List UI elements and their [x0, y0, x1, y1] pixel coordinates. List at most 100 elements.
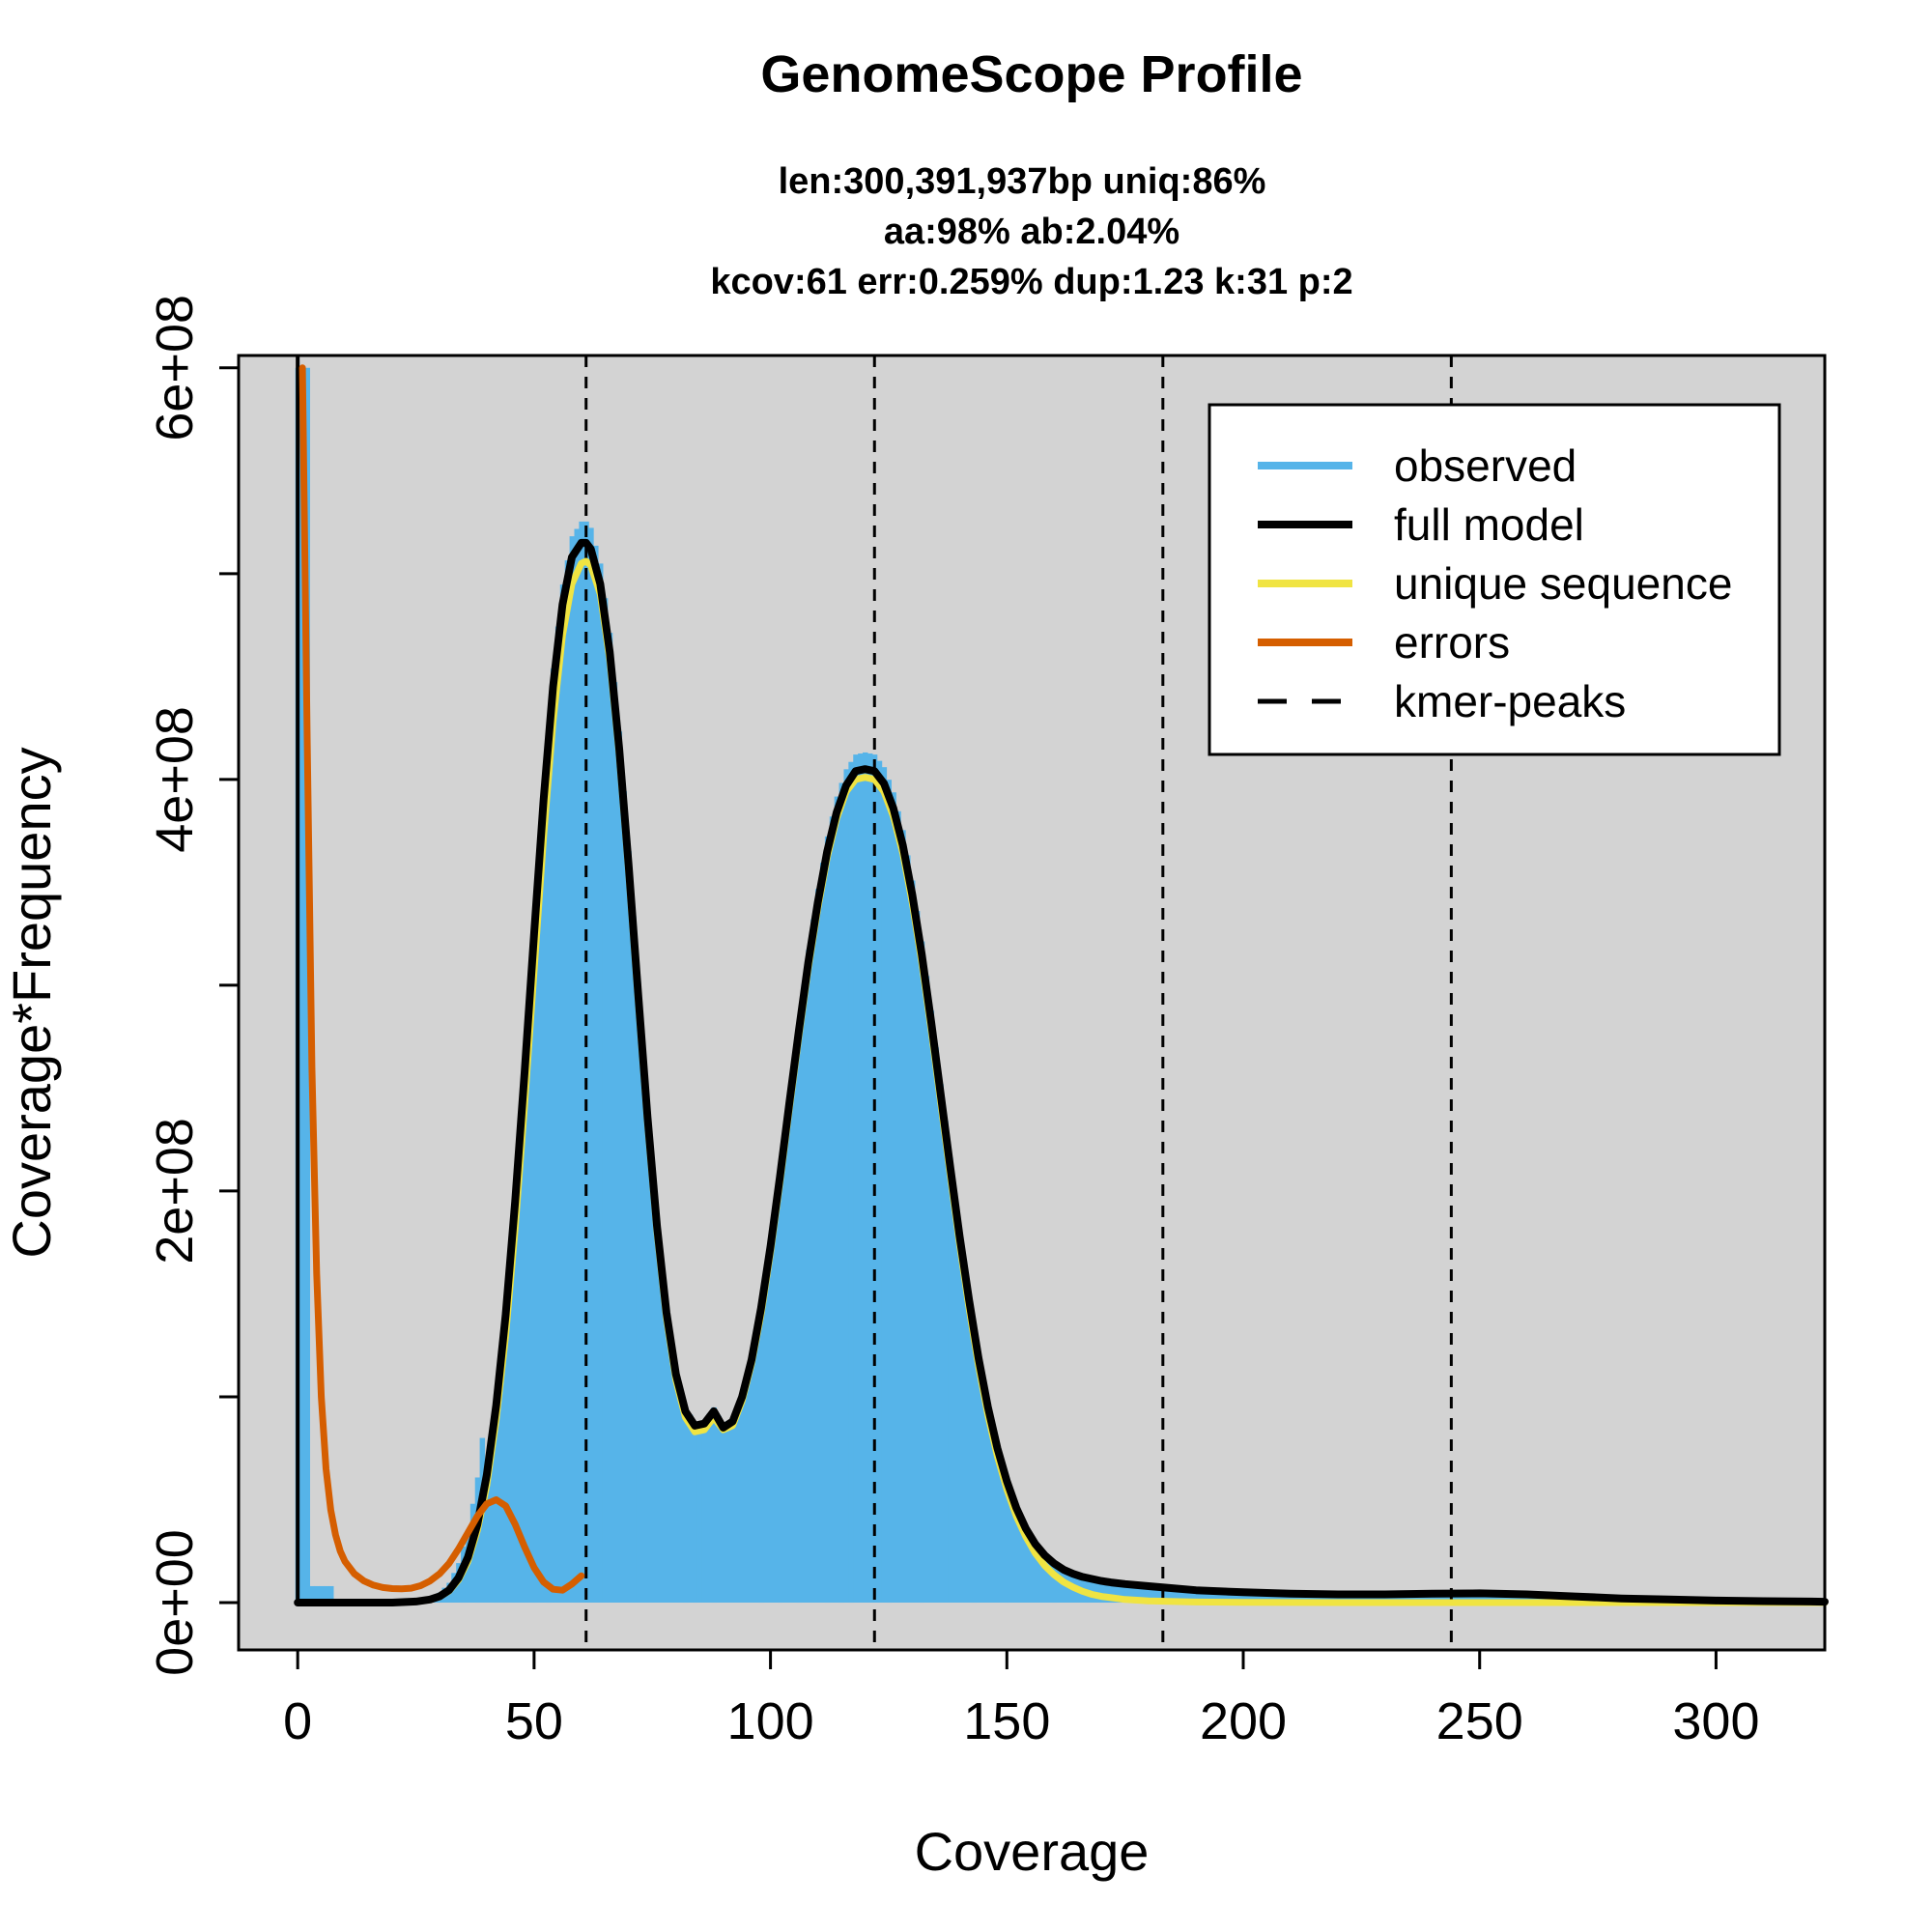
- observed-bar: [1524, 1594, 1530, 1603]
- observed-bar: [971, 1323, 978, 1604]
- observed-bar: [1406, 1593, 1412, 1603]
- observed-bar: [923, 976, 930, 1603]
- observed-bar: [1358, 1594, 1365, 1603]
- observed-bar: [1217, 1591, 1223, 1603]
- observed-bar: [319, 1585, 325, 1603]
- y-tick-label: 6e+08: [146, 295, 204, 441]
- observed-bar: [701, 1419, 708, 1603]
- observed-bar: [895, 810, 901, 1603]
- chart-title: GenomeScope Profile: [760, 45, 1302, 103]
- observed-bar: [1529, 1594, 1535, 1603]
- legend-label: kmer-peaks: [1394, 676, 1626, 726]
- observed-bar: [489, 1436, 495, 1603]
- observed-bar: [503, 1308, 509, 1604]
- observed-bar: [607, 633, 613, 1603]
- observed-bar: [1023, 1526, 1029, 1603]
- observed-bar: [1013, 1506, 1020, 1603]
- observed-bar: [1108, 1581, 1115, 1604]
- observed-bar: [1392, 1594, 1398, 1603]
- observed-bar: [1340, 1594, 1346, 1603]
- observed-bar: [914, 911, 921, 1603]
- observed-bar: [1472, 1593, 1478, 1603]
- observed-bar: [848, 761, 854, 1604]
- observed-bar: [838, 782, 845, 1604]
- observed-bar: [1401, 1594, 1407, 1603]
- observed-bar: [554, 626, 561, 1603]
- observed-bar: [1293, 1593, 1298, 1603]
- observed-bar: [1505, 1593, 1512, 1604]
- observed-bar: [1477, 1593, 1483, 1603]
- observed-bar: [725, 1421, 731, 1603]
- observed-bar: [1268, 1593, 1275, 1603]
- observed-bar: [933, 1047, 939, 1603]
- observed-bar: [1283, 1593, 1290, 1604]
- observed-bar: [1240, 1592, 1247, 1603]
- observed-bar: [819, 863, 826, 1603]
- observed-bar: [943, 1121, 949, 1603]
- observed-bar: [876, 760, 883, 1603]
- observed-bar: [985, 1403, 991, 1603]
- legend-label: observed: [1394, 440, 1577, 491]
- observed-bar: [636, 980, 641, 1603]
- observed-bar: [1430, 1593, 1435, 1603]
- observed-bar: [1094, 1579, 1100, 1603]
- observed-bar: [1350, 1594, 1355, 1603]
- observed-bar: [683, 1406, 689, 1604]
- observed-bar: [1387, 1594, 1393, 1603]
- observed-bar: [730, 1417, 736, 1603]
- observed-bar: [574, 528, 580, 1604]
- observed-bar: [1463, 1593, 1469, 1603]
- observed-bar: [1113, 1582, 1119, 1604]
- observed-bar: [966, 1293, 973, 1603]
- observed-bar: [654, 1218, 661, 1603]
- y-axis-label: Coverage*Frequency: [1, 747, 62, 1258]
- observed-bar: [1487, 1593, 1492, 1603]
- y-tick-label: 4e+08: [146, 706, 204, 853]
- observed-bar: [327, 1585, 334, 1603]
- observed-bar: [1288, 1593, 1293, 1603]
- observed-bar: [546, 725, 552, 1604]
- observed-bar: [507, 1251, 514, 1603]
- observed-bar: [1520, 1594, 1525, 1603]
- observed-bar: [1188, 1589, 1195, 1603]
- observed-bar: [1051, 1562, 1058, 1604]
- chart-subtitle-line-3: kcov:61 err:0.259% dup:1.23 k:31 p:2: [710, 262, 1352, 302]
- observed-bar: [1345, 1594, 1350, 1603]
- observed-bar: [749, 1354, 755, 1603]
- observed-bar: [753, 1328, 759, 1603]
- observed-bar: [626, 851, 632, 1603]
- x-tick-label: 300: [1672, 1692, 1759, 1750]
- observed-bar: [602, 598, 609, 1603]
- y-tick-label: 0e+00: [146, 1529, 204, 1676]
- observed-bar: [1420, 1593, 1427, 1603]
- observed-bar: [1397, 1594, 1403, 1603]
- observed-bar: [1363, 1594, 1370, 1603]
- observed-bar: [1208, 1590, 1213, 1604]
- observed-bar: [1444, 1593, 1450, 1603]
- observed-bar: [1415, 1593, 1422, 1603]
- observed-bar: [541, 783, 547, 1603]
- observed-bar: [1467, 1593, 1473, 1603]
- observed-bar: [853, 754, 859, 1603]
- observed-bar: [976, 1352, 981, 1603]
- observed-bar: [1500, 1593, 1507, 1604]
- observed-bar: [1335, 1594, 1341, 1603]
- observed-bar: [512, 1193, 519, 1603]
- observed-bar: [588, 527, 594, 1604]
- chart-subtitle-line-1: len:300,391,937bp uniq:86%: [779, 161, 1266, 202]
- observed-bar: [1515, 1594, 1520, 1603]
- observed-bar: [739, 1392, 746, 1603]
- observed-bar: [791, 1055, 798, 1603]
- observed-bar: [644, 1107, 651, 1603]
- observed-bar: [526, 990, 533, 1603]
- observed-bar: [1273, 1593, 1280, 1603]
- observed-bar: [551, 668, 556, 1603]
- observed-bar: [687, 1414, 694, 1603]
- observed-bar: [952, 1193, 958, 1603]
- observed-bar: [881, 767, 888, 1603]
- observed-bar: [611, 682, 618, 1603]
- observed-bar: [1132, 1584, 1138, 1603]
- observed-bar: [1155, 1586, 1161, 1603]
- observed-bar: [786, 1092, 793, 1603]
- observed-bar: [1122, 1583, 1128, 1603]
